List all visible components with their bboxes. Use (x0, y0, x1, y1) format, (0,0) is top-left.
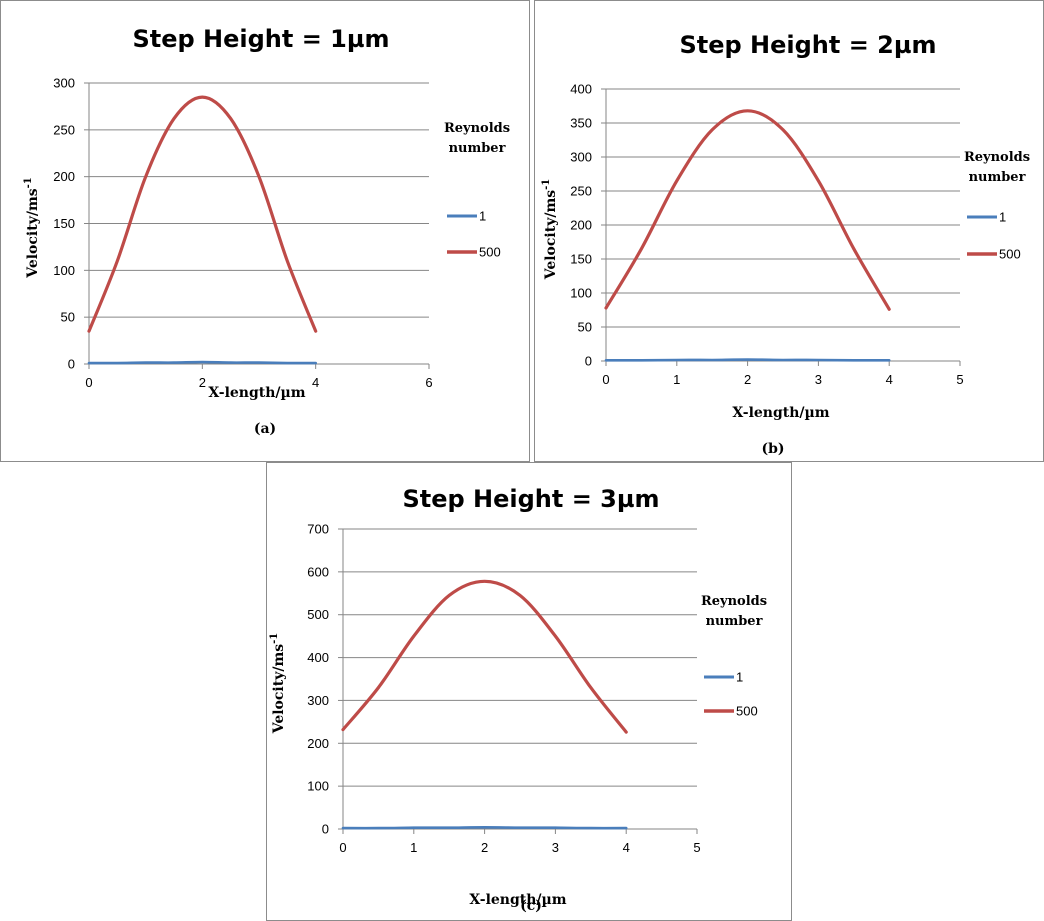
chart-panel-c: Step Height = 3µm 0 100 200 300 400 500 600 700 0… (266, 462, 792, 921)
legend-label-500: 500 (479, 245, 501, 260)
y-tick-label: 150 (570, 252, 592, 267)
legend-title-line: Reynolds (444, 121, 510, 136)
panel-label: (c) (520, 898, 542, 914)
y-tick-label: 100 (307, 779, 329, 794)
legend-label-500: 500 (999, 247, 1021, 262)
y-tick-label: 300 (53, 76, 75, 91)
y-tick-label: 200 (307, 736, 329, 751)
chart-a-svg: Step Height = 1µm 0 50 100 150 200 250 300 0 2 4 6 X… (23, 25, 510, 437)
x-tick-label: 4 (886, 372, 893, 387)
y-axis-label: Velocity/ms-1 (23, 177, 41, 279)
chart-title: Step Height = 3µm (402, 485, 659, 513)
x-axis-label: X-length/µm (469, 892, 566, 908)
x-tick-label: 4 (312, 375, 319, 390)
x-tick-label: 1 (410, 840, 417, 855)
y-tick-label: 0 (322, 822, 329, 837)
y-axis-label-group: Velocity/ms-1 (23, 177, 41, 279)
x-tick-label: 0 (85, 375, 92, 390)
chart-b-svg: Step Height = 2µm05010015020025030035040… (541, 31, 1030, 457)
y-axis-label-group: Velocity/ms-1 (269, 633, 287, 735)
legend-label-1: 1 (736, 670, 743, 685)
chart-title: Step Height = 1µm (132, 25, 389, 53)
legend-title-line: number (969, 170, 1026, 185)
series-line-1 (341, 826, 628, 830)
x-tick-label: 3 (815, 372, 822, 387)
x-tick-label: 2 (199, 375, 206, 390)
y-axis-label-superscript: -1 (23, 177, 34, 188)
x-tick-label: 2 (481, 840, 488, 855)
y-axis-label-group: Velocity/ms-1 (541, 179, 559, 281)
x-tick-label: 5 (956, 372, 963, 387)
y-tick-label: 350 (570, 116, 592, 131)
x-tick-label: 2 (744, 372, 751, 387)
series-line-1 (604, 358, 891, 362)
chart-panel-a: Step Height = 1µm 0 50 100 150 200 250 300 0 2 4 6 X… (0, 0, 530, 462)
y-tick-label: 600 (307, 564, 329, 579)
series-line-500 (341, 579, 628, 734)
y-axis-label: Velocity/ms-1 (269, 633, 287, 735)
y-tick-label: 300 (307, 693, 329, 708)
series-line-1 (87, 360, 317, 365)
y-tick-label: 400 (570, 82, 592, 97)
y-axis-label-superscript: -1 (541, 179, 552, 190)
legend-title-line: number (706, 614, 763, 629)
x-axis-label: X-length/µm (208, 385, 305, 401)
chart-title: Step Height = 2µm (679, 31, 936, 59)
y-tick-label: 500 (307, 607, 329, 622)
y-tick-label: 50 (578, 320, 592, 335)
legend-title-line: Reynolds (964, 150, 1030, 165)
panel-label: (b) (761, 441, 784, 457)
x-tick-label: 6 (425, 375, 432, 390)
y-axis-label-text: Velocity/ms (25, 188, 41, 279)
x-tick-label: 3 (552, 840, 559, 855)
y-tick-label: 150 (53, 216, 75, 231)
chart-c-svg: Step Height = 3µm 0 100 200 300 400 500 600 700 0… (269, 485, 767, 914)
y-tick-label: 400 (307, 650, 329, 665)
y-tick-label: 250 (53, 122, 75, 137)
y-axis-label-text: Velocity/ms (543, 190, 559, 281)
legend-label-1: 1 (479, 209, 486, 224)
chart-panel-b: Step Height = 2µm 0 50 100 150 200 250 300 350 40… (534, 0, 1044, 462)
x-tick-label: 0 (602, 372, 609, 387)
y-tick-label: 100 (570, 286, 592, 301)
y-tick-label: 200 (570, 218, 592, 233)
legend-title-line: number (449, 141, 506, 156)
x-axis-label: X-length/µm (732, 405, 829, 421)
series-line-500 (87, 95, 318, 333)
y-tick-label: 100 (53, 263, 75, 278)
y-tick-label: 200 (53, 169, 75, 184)
y-tick-label: 700 (307, 522, 329, 537)
x-tick-label: 4 (623, 840, 630, 855)
y-tick-label: 0 (585, 354, 592, 369)
series-line-500 (604, 109, 891, 311)
y-axis-label-text: Velocity/ms (271, 644, 287, 735)
y-axis-label: Velocity/ms-1 (541, 179, 559, 281)
legend-title-line: Reynolds (701, 594, 767, 609)
y-tick-label: 300 (570, 150, 592, 165)
y-tick-label: 0 (68, 357, 75, 372)
panel-label: (a) (254, 421, 276, 437)
x-tick-label: 5 (693, 840, 700, 855)
legend-label-1: 1 (999, 210, 1006, 225)
y-tick-label: 50 (61, 310, 75, 325)
y-axis-label-superscript: -1 (269, 633, 280, 644)
x-tick-label: 0 (339, 840, 346, 855)
y-tick-label: 250 (570, 184, 592, 199)
x-tick-label: 1 (673, 372, 680, 387)
legend-label-500: 500 (736, 704, 758, 719)
